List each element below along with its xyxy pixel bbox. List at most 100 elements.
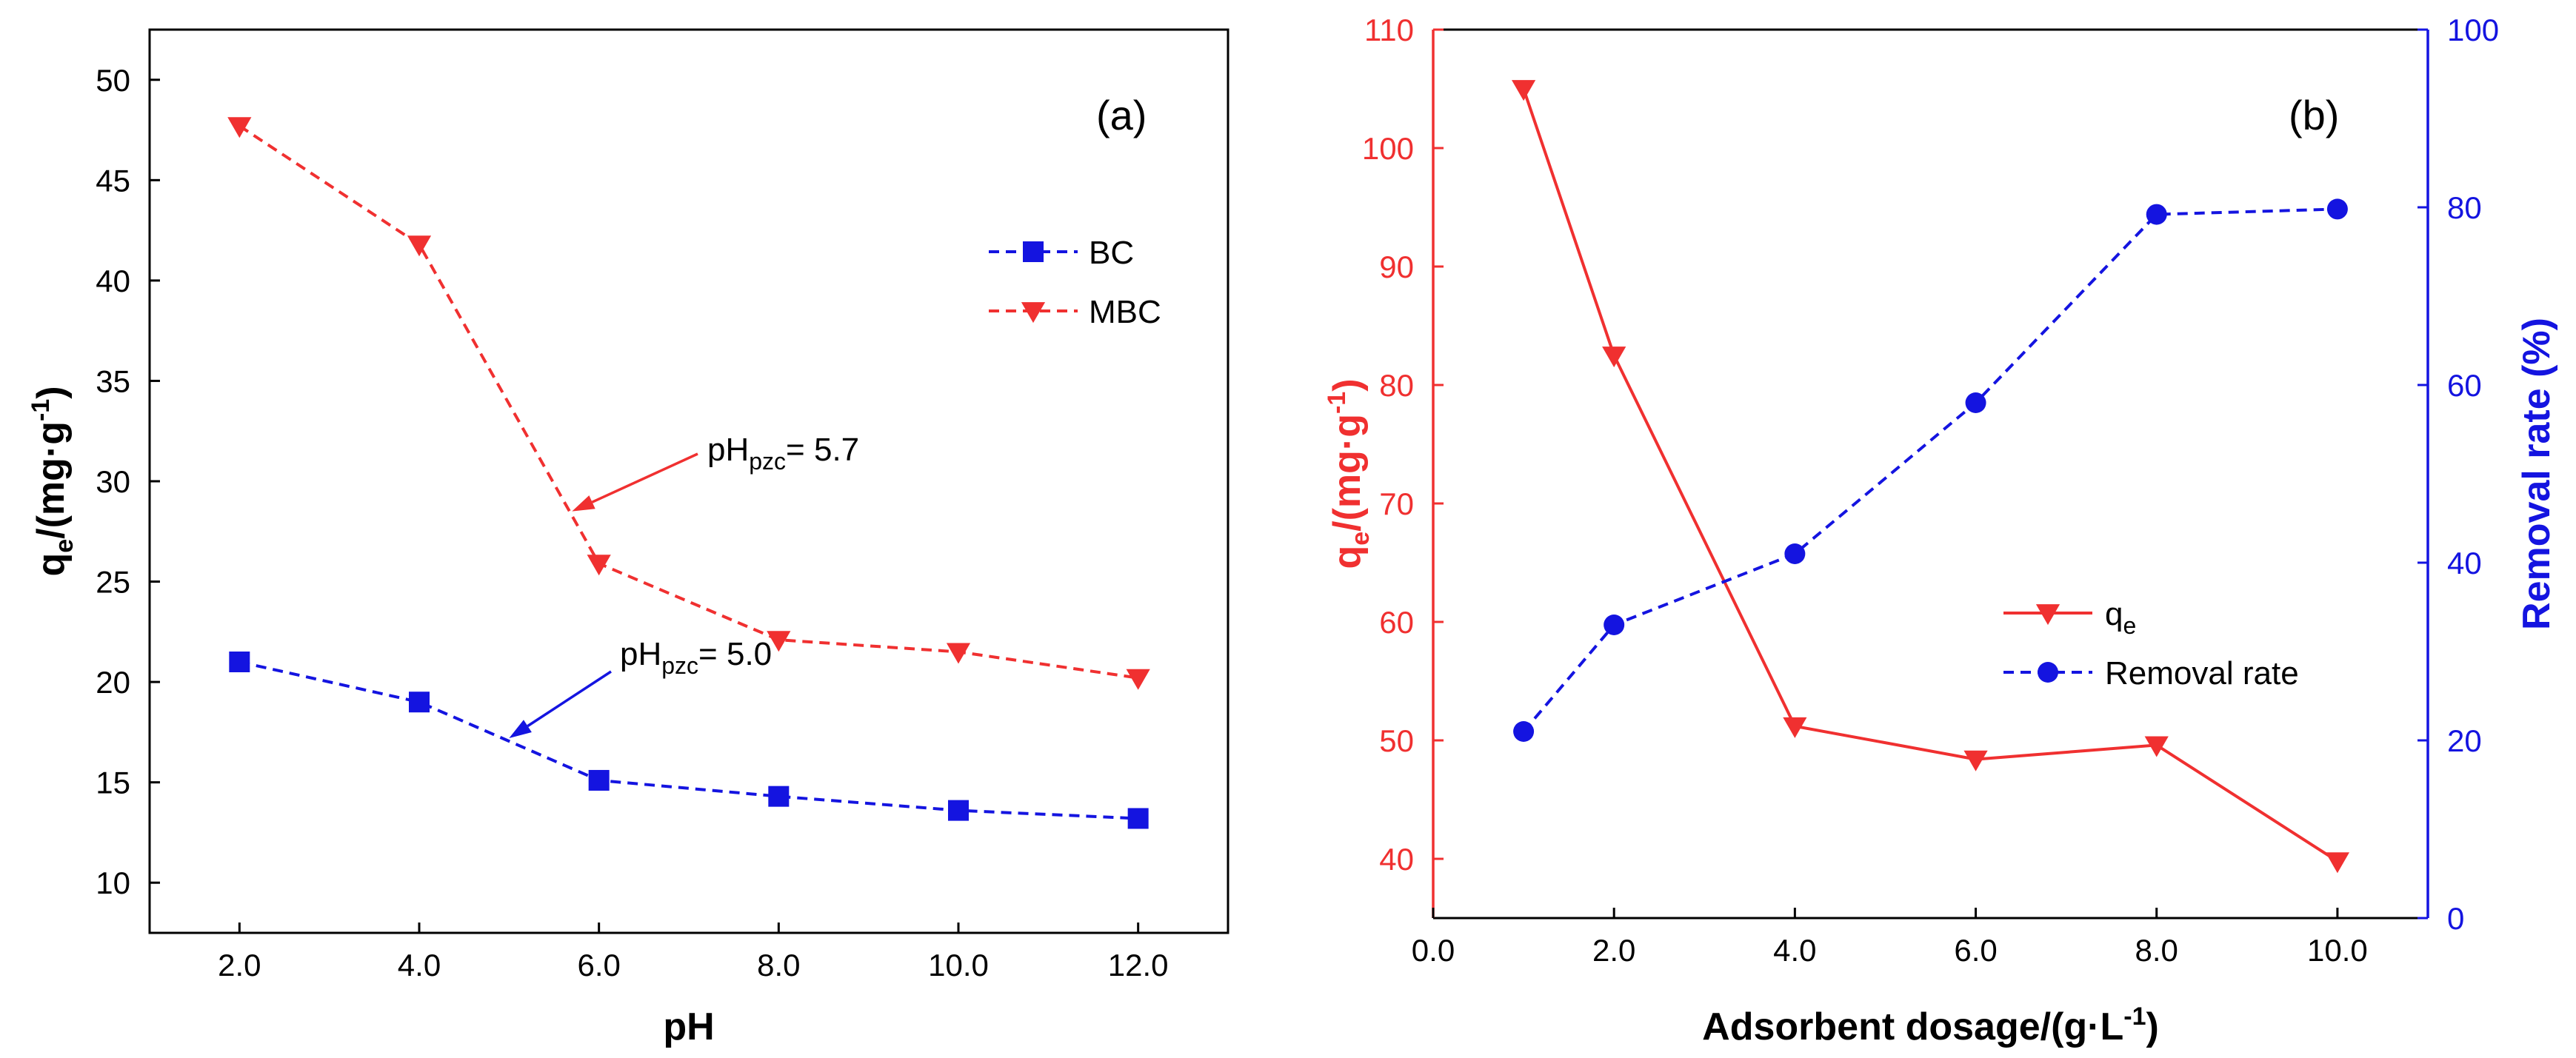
annotation-rest: = 5.0 — [698, 636, 772, 672]
legend-label: qe — [2105, 596, 2136, 639]
data-point-removal-rate — [1784, 543, 1806, 564]
x-axis-title-b-close: ) — [2146, 1005, 2159, 1048]
x-tick-label-a: 10.0 — [928, 948, 989, 982]
x-axis-title-b-main: Adsorbent dosage/(g·L — [1702, 1005, 2123, 1048]
y-tick-label-a: 10 — [96, 866, 130, 900]
y2-tick-label-b: 100 — [2447, 13, 2499, 47]
y-tick-label-a: 40 — [96, 264, 130, 298]
plot-frame-a — [148, 28, 1229, 934]
data-point-mbc — [407, 235, 432, 257]
y-tick-label-b: 40 — [1379, 842, 1414, 877]
annotation-main: pH — [707, 432, 749, 468]
x-tick-label-b: 4.0 — [1773, 933, 1816, 968]
legend-marker — [2038, 662, 2058, 683]
annotation-main: pH — [620, 636, 661, 672]
data-point-removal-rate — [1965, 392, 1986, 413]
data-point-qe — [1783, 717, 1807, 738]
legend-label: BC — [1089, 235, 1134, 271]
annotation-rest: = 5.7 — [786, 432, 859, 468]
chart-b: 0.0 2.0 4.0 6.0 8.0 10.0 40 50 60 70 80 90 100 110 0 20… — [1323, 13, 2558, 1048]
series-line-bc — [238, 660, 1138, 820]
legend-label-main: Removal rate — [2105, 655, 2299, 692]
y-axis-title-a-close: ) — [30, 386, 73, 398]
data-point-mbc — [767, 631, 791, 652]
data-point-bc — [588, 769, 610, 791]
x-tick-label-b: 6.0 — [1954, 933, 1997, 968]
x-tick-label-a: 12.0 — [1108, 948, 1169, 982]
y-tick-label-a: 20 — [96, 665, 130, 700]
y-axis-title-a-sup: -1 — [27, 399, 55, 421]
data-point-bc — [768, 786, 790, 807]
x-tick-label-b: 8.0 — [2135, 933, 2178, 968]
y2-tick-label-b: 0 — [2447, 901, 2464, 936]
annotation-sub: pzc — [661, 652, 698, 679]
panel-label-a: (a) — [1096, 92, 1147, 138]
legend-marker — [1023, 241, 1044, 262]
x-axis-title-a: pH — [663, 1005, 714, 1048]
legend-label: Removal rate — [2105, 655, 2299, 692]
series-qe — [1511, 80, 2350, 874]
y-axis-title-b-sup: -1 — [1323, 392, 1351, 414]
data-point-bc — [948, 800, 969, 821]
x-tick-label-a: 6.0 — [577, 948, 620, 982]
y-axis-title-b-close: ) — [1326, 378, 1369, 391]
y-tick-label-a: 35 — [96, 364, 130, 398]
y-tick-label-a: 15 — [96, 766, 130, 800]
chart-a: 2.0 4.0 6.0 8.0 10.0 12.0 10 15 20 25 30 35 40 45 50 pH… — [27, 28, 1229, 1048]
x-tick-label-a: 8.0 — [757, 948, 800, 982]
x-tick-label-a: 2.0 — [218, 948, 261, 982]
legend-marker — [2035, 604, 2061, 626]
data-point-mbc — [946, 643, 971, 664]
series-line-mbc — [238, 124, 1138, 680]
data-point-bc — [409, 692, 430, 713]
annotation-sub: pzc — [749, 448, 786, 475]
x-tick-label-b: 10.0 — [2307, 933, 2368, 968]
x-axis-title-b: Adsorbent dosage/(g·L-1) — [1702, 1002, 2159, 1048]
series-line-removal-rate — [1522, 207, 2338, 733]
annotation-arrow-bc-shaft — [527, 670, 612, 728]
y-axis-title-b-main: q — [1326, 546, 1369, 569]
y-tick-label-a: 50 — [96, 63, 130, 98]
y2-tick-label-b: 20 — [2447, 723, 2482, 758]
annotation-pzc-mbc: pHpzc= 5.7 — [707, 432, 859, 475]
data-point-qe — [2144, 736, 2169, 757]
data-point-mbc — [1126, 669, 1150, 690]
annotation-pzc-bc: pHpzc= 5.0 — [620, 636, 772, 679]
annotation-arrow-mbc — [572, 452, 698, 512]
y-axis-title-a-rest: /(mg·g — [30, 421, 73, 539]
y-axis-title-b-rest: /(mg·g — [1326, 414, 1369, 532]
data-point-mbc — [587, 555, 611, 576]
y-tick-label-b: 90 — [1379, 250, 1414, 284]
annotation-arrow-mbc-shaft — [591, 452, 698, 503]
y-tick-label-b: 80 — [1379, 368, 1414, 403]
y-axis-title-b-sub: e — [1347, 532, 1375, 546]
data-point-qe — [1511, 80, 1536, 101]
data-point-qe — [1963, 750, 1988, 771]
y-axis-title-a-sub: e — [50, 539, 79, 553]
y-tick-label-a: 30 — [96, 464, 130, 499]
annotation-arrow-bc — [509, 670, 612, 739]
legend-label-sub: e — [2123, 612, 2136, 639]
x-axis-title-b-sup: -1 — [2123, 1002, 2146, 1031]
data-point-bc — [1127, 808, 1149, 829]
data-point-removal-rate — [1604, 615, 1625, 635]
y-tick-label-b: 110 — [1364, 13, 1414, 47]
legend-b: qe Removal rate — [2003, 596, 2299, 692]
legend-marker — [1021, 302, 1046, 324]
y2-tick-label-b: 80 — [2447, 190, 2482, 225]
data-point-qe — [1602, 346, 1626, 368]
data-point-removal-rate — [2146, 204, 2167, 225]
y-tick-label-b: 50 — [1379, 723, 1414, 758]
y-tick-label-a: 25 — [96, 565, 130, 600]
data-point-qe — [2325, 852, 2350, 874]
data-point-bc — [229, 652, 250, 672]
annotation-arrow-mbc-head — [572, 495, 595, 512]
legend-label-main: q — [2105, 596, 2123, 632]
data-point-removal-rate — [2326, 198, 2348, 220]
y-tick-label-b: 60 — [1379, 605, 1414, 640]
series-line-qe — [1522, 88, 2338, 863]
panel-label-b: (b) — [2289, 92, 2339, 138]
legend-a: BC MBC — [989, 235, 1161, 330]
y-axis-title-a-main: q — [30, 553, 73, 577]
